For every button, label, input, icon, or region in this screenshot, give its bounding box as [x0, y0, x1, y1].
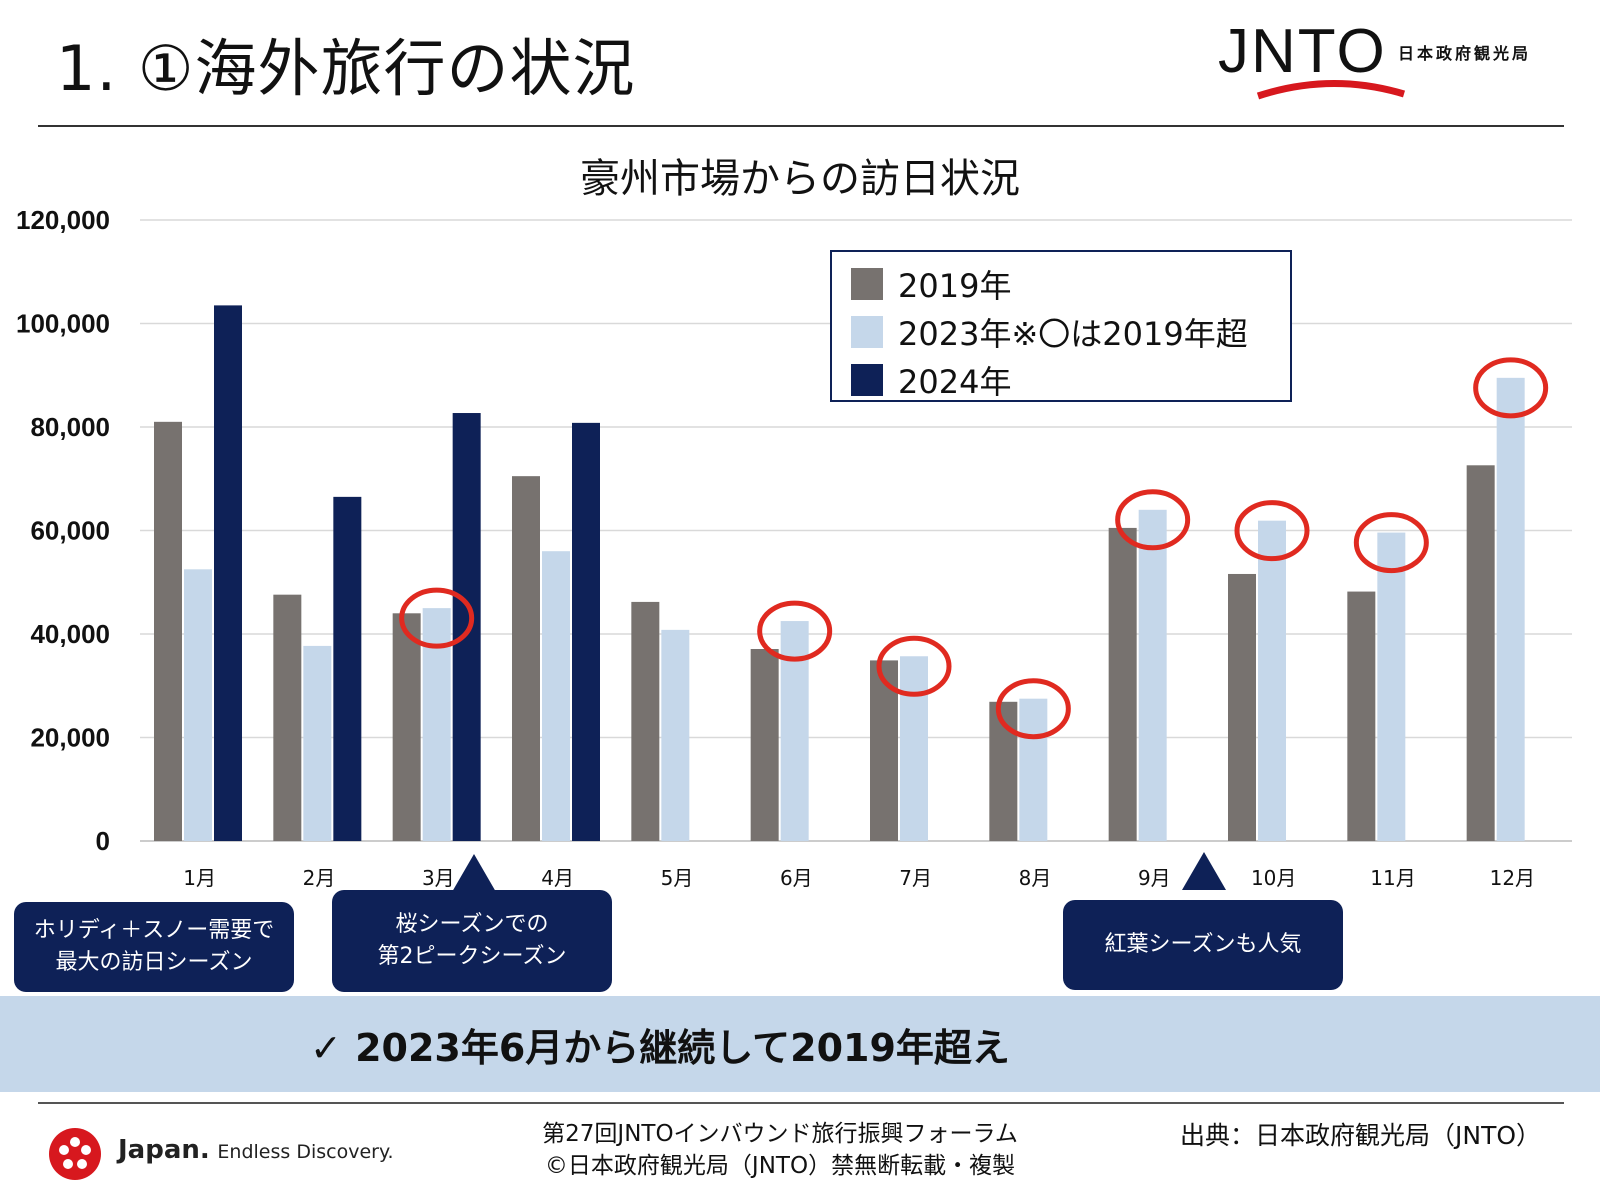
highlight-circle [1353, 512, 1429, 574]
tagline-main: Japan. [118, 1135, 210, 1165]
bar [1496, 377, 1525, 841]
forum-name: 第27回JNTOインバウンド旅行振興フォーラム [542, 1121, 1018, 1147]
header-divider [38, 125, 1564, 127]
footer-center: 第27回JNTOインバウンド旅行振興フォーラム ©日本政府観光局（JNTO）禁無… [500, 1118, 1060, 1182]
legend-label: 2024年 [898, 363, 1011, 401]
bar [452, 413, 481, 841]
x-tick-label: 3月 [422, 866, 455, 890]
legend-swatch [851, 268, 883, 300]
bar [661, 629, 690, 841]
y-tick-label: 0 [96, 826, 110, 856]
x-tick-label: 5月 [661, 866, 694, 890]
callout-autumn-leaves: 紅葉シーズンも人気 [1063, 900, 1343, 990]
highlight-circle [995, 678, 1071, 740]
x-tick-label: 1月 [183, 866, 216, 890]
bar [1138, 509, 1167, 841]
bar [333, 496, 362, 841]
sakura-logo-icon [49, 1128, 101, 1180]
bar [1466, 465, 1495, 841]
bar-chart: 豪州市場からの訪日状況 0 20,000 40,000 60,000 80,000 100… [16, 156, 1572, 890]
highlight-circle [1115, 489, 1191, 551]
bar [1258, 520, 1286, 841]
x-tick-label: 11月 [1370, 866, 1415, 890]
legend-swatch [851, 316, 883, 348]
x-tick-label: 8月 [1019, 866, 1052, 890]
x-tick-label: 4月 [541, 866, 574, 890]
jnto-logo: JNTO [1218, 17, 1387, 86]
bar [214, 305, 242, 841]
y-tick-label: 100,000 [16, 309, 110, 339]
bar [154, 421, 182, 841]
bar [1108, 527, 1137, 841]
highlight-circle [876, 635, 952, 697]
jnto-brand: JNTO 日本政府観光局 [1218, 17, 1578, 108]
x-tick-label: 7月 [899, 866, 932, 890]
y-tick-label: 60,000 [30, 516, 110, 546]
y-tick-label: 80,000 [30, 412, 110, 442]
callout-pointer-sakura [452, 854, 496, 892]
bar [1019, 698, 1048, 841]
bar [900, 656, 928, 841]
footer-tagline: Japan. Endless Discovery. [118, 1135, 394, 1165]
bar [512, 476, 540, 841]
bar [542, 551, 570, 841]
y-tick-label: 40,000 [30, 619, 110, 649]
x-tick-label: 12月 [1490, 866, 1535, 890]
bar [1347, 591, 1376, 841]
copyright: ©日本政府観光局（JNTO）禁無断転載・複製 [544, 1153, 1016, 1179]
bar [1377, 532, 1406, 841]
jnto-org-name: 日本政府観光局 [1398, 44, 1532, 63]
bar [631, 601, 660, 841]
highlight-circle [1473, 357, 1549, 419]
bar [184, 569, 212, 841]
callout-sakura: 桜シーズンでの 第2ピークシーズン [332, 890, 612, 992]
source-note: 出典：日本政府観光局（JNTO） [1180, 1121, 1542, 1150]
legend-swatch [851, 364, 883, 396]
bar [273, 594, 302, 841]
legend-label: 2023年※〇は2019年超 [898, 315, 1248, 353]
chart-legend: 2019年 2023年※〇は2019年超 2024年 [830, 250, 1292, 402]
bar [303, 645, 332, 841]
y-tick-label: 20,000 [30, 723, 110, 753]
bar [1228, 573, 1256, 841]
bar [780, 621, 809, 841]
summary-banner: ✓ 2023年6月から継続して2019年超え [0, 996, 1600, 1092]
x-tick-label: 10月 [1251, 866, 1296, 890]
callout-holiday-snow: ホリディ＋スノー需要で 最大の訪日シーズン [14, 902, 294, 992]
x-tick-label: 2月 [303, 866, 336, 890]
highlight-circle [757, 600, 833, 662]
jnto-logo-arc-icon [1256, 79, 1406, 100]
highlight-circle [1234, 500, 1310, 562]
bar [572, 422, 600, 841]
y-tick-label: 120,000 [16, 205, 110, 235]
summary-text: ✓ 2023年6月から継続して2019年超え [310, 1025, 1010, 1070]
tagline-sub: Endless Discovery. [217, 1141, 394, 1163]
chart-title: 豪州市場からの訪日状況 [580, 156, 1020, 202]
footer-divider [38, 1102, 1564, 1104]
highlight-circle [399, 587, 475, 649]
x-tick-label: 9月 [1138, 866, 1171, 890]
bar [392, 613, 421, 841]
bar [750, 649, 779, 841]
page-title: 1. ①海外旅行の状況 [56, 32, 636, 105]
x-tick-label: 6月 [780, 866, 813, 890]
legend-label: 2019年 [898, 267, 1011, 305]
callout-pointer-autumn [1182, 852, 1226, 890]
